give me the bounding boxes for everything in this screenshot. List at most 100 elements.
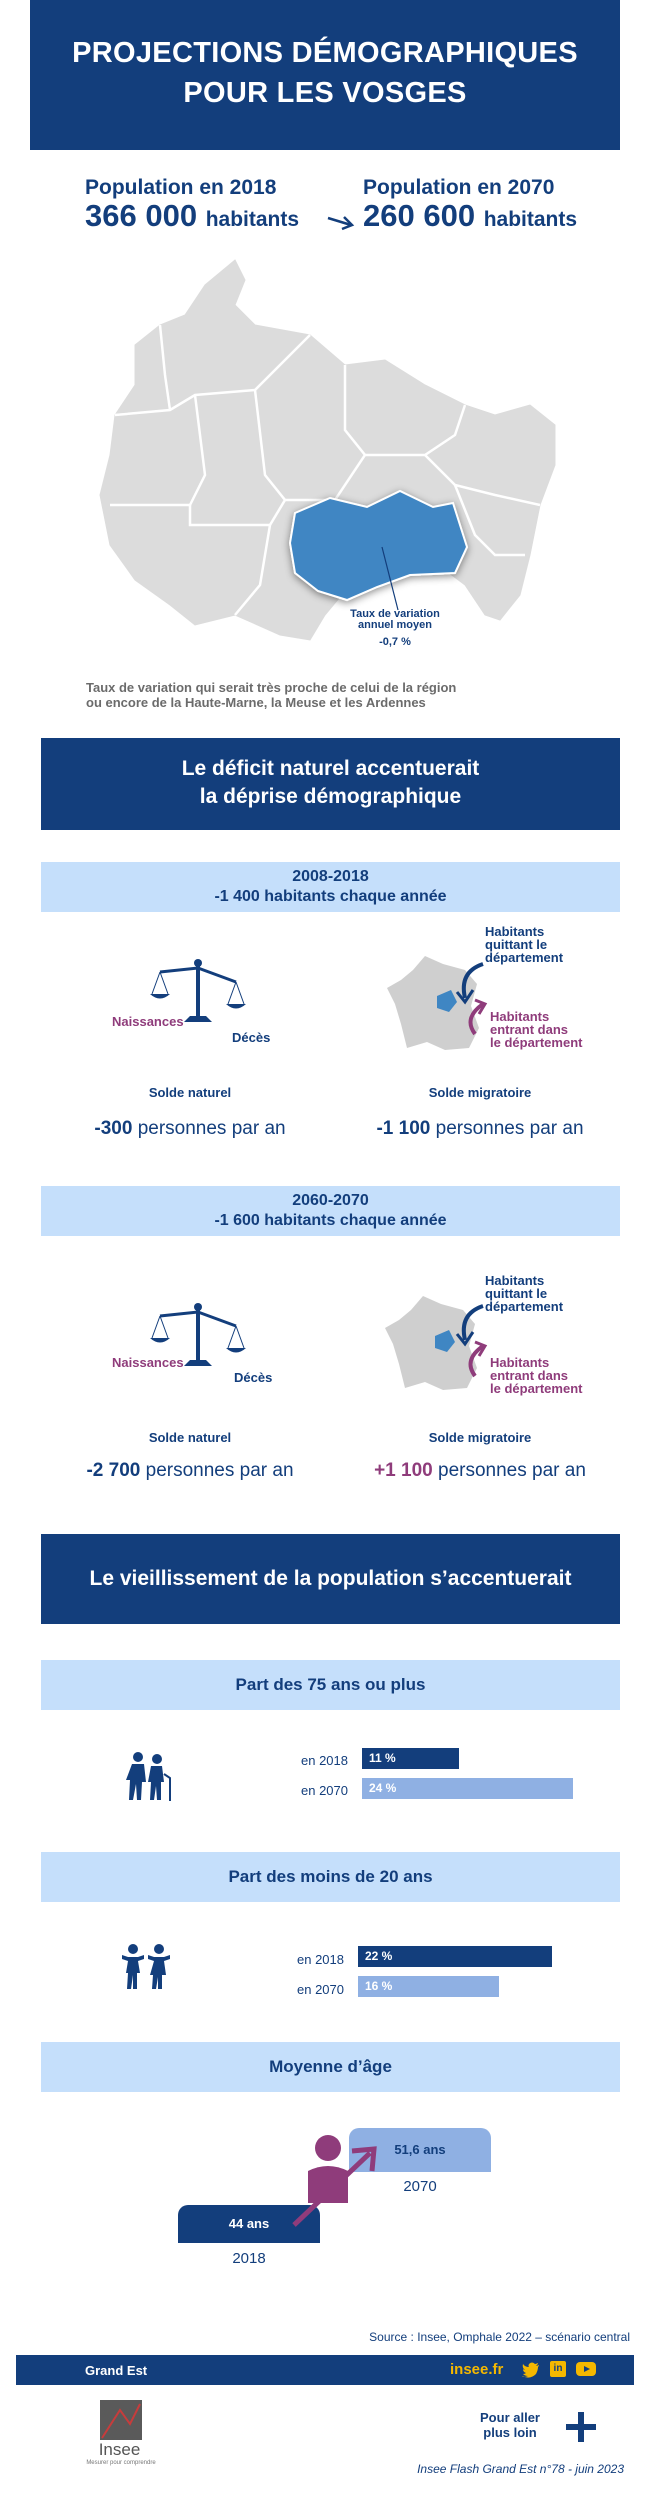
map-rate: -0,7 % bbox=[379, 636, 411, 648]
period1-natural-number: -300 bbox=[94, 1118, 133, 1139]
period2-natural-value: -2 700 personnes par an bbox=[70, 1460, 310, 1482]
period2-natural-unit: personnes par an bbox=[145, 1460, 294, 1481]
young-year-2018: en 2018 bbox=[297, 1952, 344, 1967]
period1-natural-value: -300 personnes par an bbox=[70, 1118, 310, 1140]
period2-entering-l2: entrant dans bbox=[490, 1368, 569, 1383]
period2-births-label: Naissances bbox=[112, 1355, 184, 1370]
linkedin-icon[interactable]: in bbox=[550, 2361, 566, 2377]
map-annotation-line1: Taux de variation bbox=[350, 608, 440, 620]
young-bar-2070: 16 % bbox=[358, 1976, 499, 1997]
page-title-line2: POUR LES VOSGES bbox=[183, 77, 467, 109]
elderly-couple-icon bbox=[126, 1752, 171, 1801]
young-title: Part des moins de 20 ans bbox=[41, 1852, 620, 1902]
period1-leaving-l2: quittant le bbox=[485, 937, 548, 952]
population-2070-label: Population en 2070 bbox=[363, 176, 555, 199]
period2-leaving-l3: département bbox=[485, 1299, 564, 1314]
population-2070-unit: habitants bbox=[483, 208, 578, 231]
publication-reference: Insee Flash Grand Est n°78 - juin 2023 bbox=[417, 2462, 624, 2476]
period1-entering-l3: le département bbox=[490, 1035, 583, 1050]
map-annotation-line bbox=[381, 546, 399, 611]
period1-migratory-number: -1 100 bbox=[376, 1118, 431, 1139]
elderly-bar-2070: 24 % bbox=[362, 1778, 573, 1799]
section1-title-line1: Le déficit naturel accentuerait bbox=[181, 757, 480, 780]
period2-deaths-label: Décès bbox=[234, 1370, 273, 1385]
period1-entering-l2: entrant dans bbox=[490, 1022, 569, 1037]
map-caption: Taux de variation qui serait très proche… bbox=[86, 680, 606, 710]
period1-leaving-label: Habitants quittant le département bbox=[485, 925, 563, 964]
scale-icon bbox=[150, 959, 246, 1022]
period1-births-label: Naissances bbox=[112, 1014, 184, 1029]
period2-entering-l1: Habitants bbox=[490, 1355, 550, 1370]
section-natural-deficit-title: Le déficit naturel accentuerait la dépri… bbox=[41, 738, 620, 830]
period1-title-line2: -1 400 habitants chaque année bbox=[214, 888, 447, 905]
avg-age-title: Moyenne d’âge bbox=[41, 2042, 620, 2092]
period1-entering-l1: Habitants bbox=[490, 1009, 550, 1024]
page-title-line1: PROJECTIONS DÉMOGRAPHIQUES bbox=[72, 37, 578, 69]
period1-entering-label: Habitants entrant dans le département bbox=[490, 1010, 582, 1049]
period2-natural-number: -2 700 bbox=[86, 1460, 141, 1481]
population-2018-label: Population en 2018 bbox=[85, 176, 277, 199]
period1-deaths-label: Décès bbox=[232, 1030, 271, 1045]
more-info-line1: Pour aller bbox=[480, 2410, 540, 2425]
period1-migratory-label: Solde migratoire bbox=[428, 1085, 532, 1100]
more-info-line2: plus loin bbox=[483, 2425, 537, 2440]
france-map-icon bbox=[387, 956, 479, 1050]
map-caption-line1: Taux de variation qui serait très proche… bbox=[86, 680, 457, 695]
period2-natural-label: Solde naturel bbox=[148, 1430, 232, 1445]
period2-entering-l3: le département bbox=[490, 1381, 583, 1396]
young-bar-2018: 22 % bbox=[358, 1946, 552, 1967]
period2-leaving-label: Habitants quittant le département bbox=[485, 1274, 563, 1313]
insee-logo-icon bbox=[100, 2400, 142, 2440]
avg-age-2070-year: 2070 bbox=[403, 2178, 437, 2195]
period2-migratory-label: Solde migratoire bbox=[428, 1430, 532, 1445]
youtube-icon[interactable] bbox=[576, 2361, 596, 2377]
source-text: Source : Insee, Omphale 2022 – scénario … bbox=[369, 2330, 630, 2344]
period1-migratory-value: -1 100 personnes par an bbox=[360, 1118, 600, 1140]
period2-leaving-l2: quittant le bbox=[485, 1286, 548, 1301]
vosges-department bbox=[288, 489, 469, 602]
plus-icon[interactable] bbox=[566, 2412, 596, 2442]
insee-logo-text: Insee bbox=[98, 2440, 141, 2459]
period2-migratory-unit: personnes par an bbox=[438, 1460, 586, 1481]
arrow-right-icon bbox=[327, 216, 355, 231]
elderly-year-2018: en 2018 bbox=[301, 1753, 348, 1768]
map-annotation-line2: annuel moyen bbox=[358, 619, 432, 631]
map-annotation: Taux de variation annuel moyen bbox=[325, 609, 465, 631]
elderly-bar-2018: 11 % bbox=[362, 1748, 459, 1769]
migration-arrows-icon bbox=[455, 1304, 488, 1378]
period1-natural-label: Solde naturel bbox=[148, 1085, 232, 1100]
elderly-title: Part des 75 ans ou plus bbox=[41, 1660, 620, 1710]
period2-title-line2: -1 600 habitants chaque année bbox=[214, 1212, 447, 1229]
page-header: PROJECTIONS DÉMOGRAPHIQUES POUR LES VOSG… bbox=[30, 0, 620, 150]
region-map bbox=[99, 259, 556, 641]
elderly-year-2070: en 2070 bbox=[301, 1783, 348, 1798]
period2-title-line1: 2060-2070 bbox=[292, 1192, 369, 1209]
population-2018-unit: habitants bbox=[205, 208, 300, 231]
period2-title: 2060-2070 -1 600 habitants chaque année bbox=[41, 1186, 620, 1236]
population-2018: Population en 2018 366 000 habitants bbox=[85, 176, 345, 234]
insee-site-link[interactable]: insee.fr bbox=[450, 2361, 504, 2378]
period1-migratory-unit: personnes par an bbox=[435, 1118, 584, 1139]
period1-leaving-l1: Habitants bbox=[485, 924, 545, 939]
period2-leaving-l1: Habitants bbox=[485, 1273, 545, 1288]
section1-title-line2: la déprise démographique bbox=[199, 785, 462, 808]
department-borders bbox=[110, 324, 541, 616]
young-year-2070: en 2070 bbox=[297, 1982, 344, 1997]
scale-icon bbox=[150, 1303, 246, 1366]
person-growth-icon bbox=[292, 2135, 377, 2227]
twitter-icon[interactable] bbox=[522, 2362, 540, 2378]
period2-migratory-number: +1 100 bbox=[374, 1460, 433, 1481]
avg-age-2018-year: 2018 bbox=[232, 2250, 266, 2267]
insee-logo-tagline: Mesurer pour comprendre bbox=[86, 2460, 156, 2466]
section-ageing-title: Le vieillissement de la population s’acc… bbox=[41, 1534, 620, 1624]
more-info-link[interactable]: Pour aller plus loin bbox=[470, 2410, 550, 2440]
population-2070: Population en 2070 260 600 habitants bbox=[363, 176, 633, 234]
migration-arrows-icon bbox=[455, 962, 488, 1036]
footer-region: Grand Est bbox=[85, 2363, 148, 2378]
period1-natural-unit: personnes par an bbox=[137, 1118, 286, 1139]
period1-leaving-l3: département bbox=[485, 950, 564, 965]
period1-title-line1: 2008-2018 bbox=[292, 868, 369, 885]
population-2018-value: 366 000 bbox=[85, 198, 198, 233]
period2-entering-label: Habitants entrant dans le département bbox=[490, 1356, 582, 1395]
period2-migratory-value: +1 100 personnes par an bbox=[360, 1460, 600, 1482]
